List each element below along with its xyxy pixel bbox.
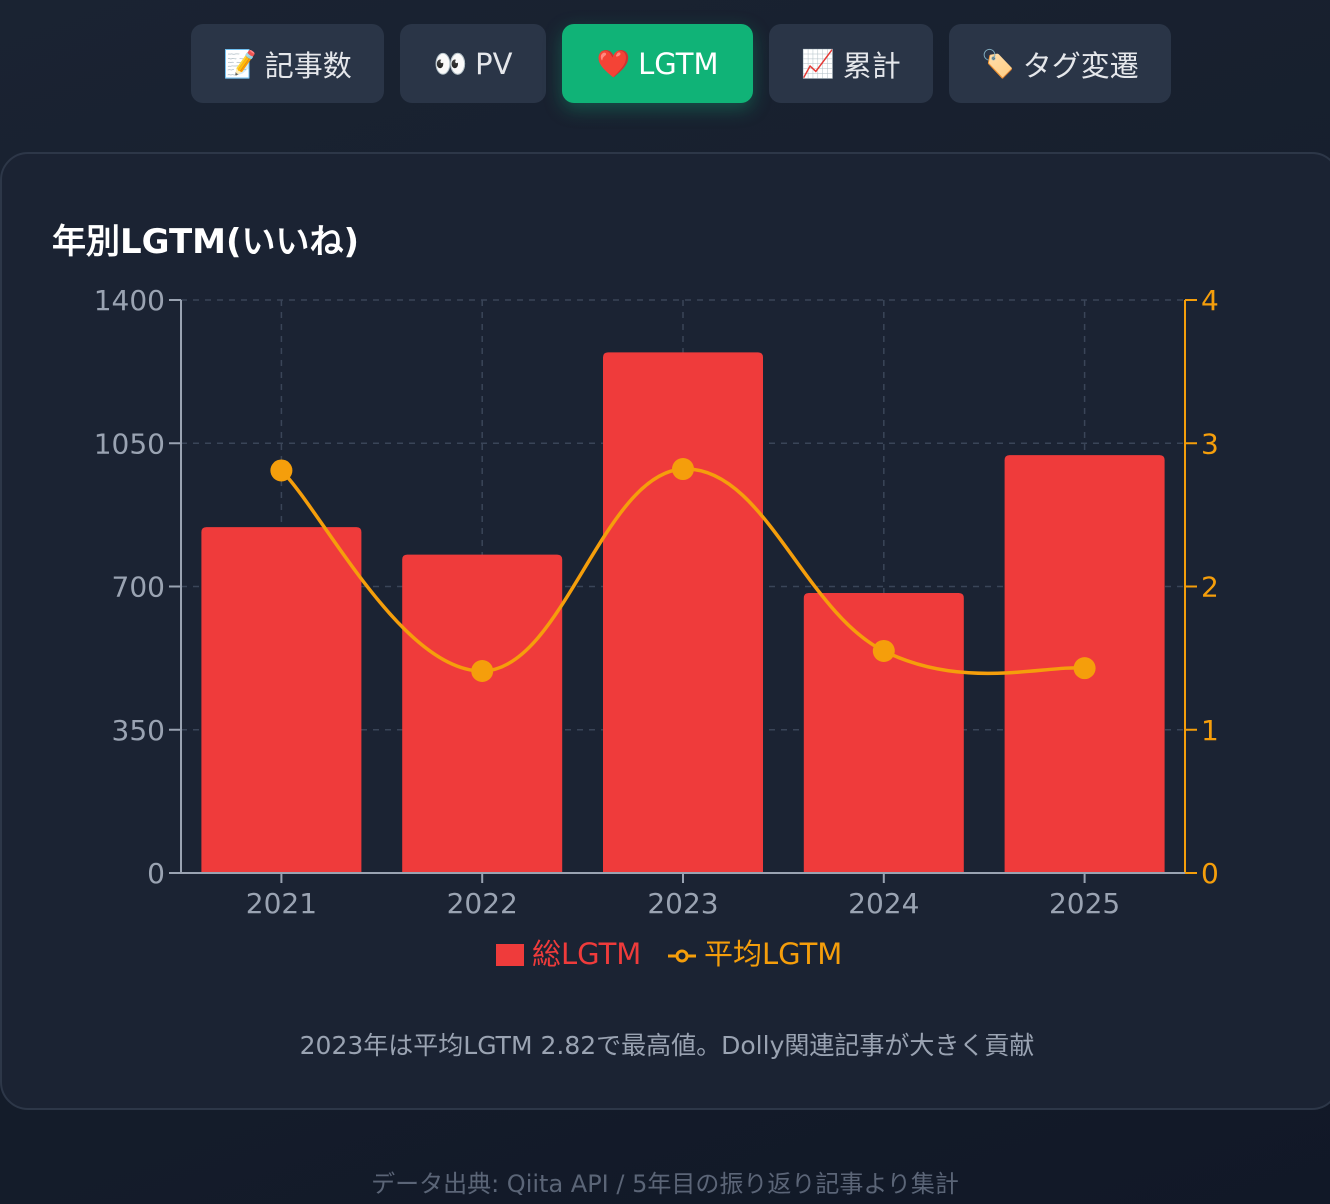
x-tick-label: 2025 [1049,887,1120,920]
memo-icon: 📝 [223,48,257,80]
tab-bar: 📝 記事数 👀 PV ❤️ LGTM 📈 累計 🏷️ タグ変遷 [0,24,1330,104]
avg-lgtm-point-2024 [872,639,895,662]
legend-line-label: 平均LGTM [704,937,842,971]
y-left-tick-label: 1400 [94,284,165,317]
tab-lgtm[interactable]: ❤️ LGTM [562,24,753,103]
avg-lgtm-point-2021 [270,459,293,482]
bar-2024 [803,593,964,873]
label-tag-icon: 🏷️ [981,48,1015,80]
y-left-tick-label: 1050 [94,427,165,460]
y-right-tick-label: 2 [1201,571,1219,604]
eyes-icon: 👀 [433,48,468,80]
lgtm-chart: 0 350 700 1050 1400 0 1 2 3 4 2021 2022 2023 2024 2025… [94,284,1219,971]
data-source-footer: データ出典: Qiita API / 5年目の振り返り記事より集計 [371,1170,959,1198]
tab-label: 累計 [842,48,901,83]
legend-bar-swatch [496,944,524,966]
tab-label: タグ変遷 [1022,48,1139,83]
y-left-tick-label: 350 [112,714,165,747]
tab-cumulative[interactable]: 📈 累計 [769,24,933,103]
x-tick-label: 2023 [647,887,718,920]
bar-2023 [603,352,763,873]
avg-lgtm-point-2022 [471,660,494,683]
avg-lgtm-point-2025 [1073,657,1096,680]
y-right-tick-label: 0 [1201,857,1219,890]
chart-title: 年別LGTM(いいね) [52,222,360,262]
y-right-tick-label: 4 [1201,284,1219,317]
x-tick-label: 2021 [246,887,317,920]
chart-card: 年別LGTM(いいね) 0 350 700 1050 1400 0 1 2 3 4 2021 2022… [0,152,1330,1110]
avg-lgtm-line [280,467,1085,676]
bar-2022 [402,554,563,873]
tab-article-count[interactable]: 📝 記事数 [191,24,384,103]
chart-increasing-icon: 📈 [801,48,835,80]
heart-icon: ❤️ [596,48,631,80]
legend-line-marker [675,949,689,963]
x-tick-label: 2022 [447,887,518,920]
chart-legend: 総LGTM 平均LGTM [496,937,842,971]
y-left-tick-label: 700 [112,571,165,604]
tab-label: LGTM [638,46,719,81]
avg-lgtm-point-2023 [672,458,694,481]
tab-label: PV [475,46,513,81]
y-right-tick-label: 3 [1201,427,1219,460]
chart-caption: 2023年は平均LGTM 2.82で最高値。Dolly関連記事が大きく貢献 [299,1031,1035,1060]
x-tick-label: 2024 [848,887,919,920]
tab-pv[interactable]: 👀 PV [400,24,546,103]
y-right-tick-label: 1 [1201,714,1219,747]
legend-bar-label: 総LGTM [532,937,641,971]
y-left-tick-label: 0 [147,857,165,890]
bar-2021 [201,527,362,873]
tab-label: 記事数 [264,48,352,83]
tab-tag-history[interactable]: 🏷️ タグ変遷 [949,24,1171,103]
